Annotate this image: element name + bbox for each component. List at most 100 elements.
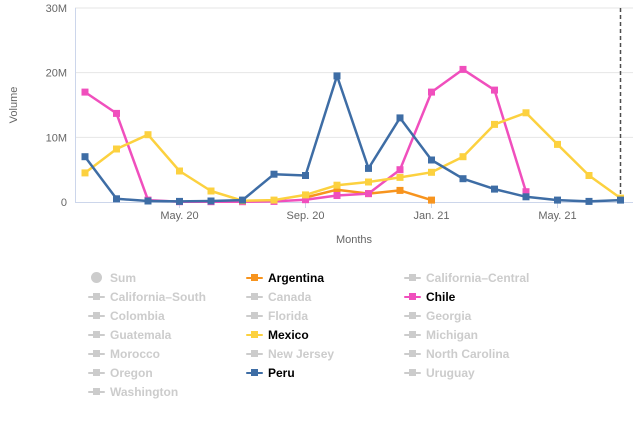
plot-area: May. 20 Sep. 20 Jan. 21 May. 21 0 10M 20M 30M — [46, 3, 633, 222]
data-point-marker — [333, 181, 341, 189]
legend-item-label: Mexico — [268, 327, 309, 342]
legend-item-label: Sum — [110, 270, 137, 285]
series-line-marker-icon — [404, 330, 421, 339]
legend-square-marker — [93, 388, 100, 395]
legend-item-label: California–Central — [426, 270, 530, 285]
legend-item-peru[interactable]: Peru — [246, 363, 404, 382]
legend-item-sum[interactable]: Sum — [88, 268, 246, 287]
data-point-marker — [365, 164, 372, 172]
legend-item-label: Florida — [268, 308, 309, 323]
data-point-marker — [176, 197, 183, 205]
legend-item-chile[interactable]: Chile — [404, 287, 529, 306]
data-point-marker — [239, 196, 246, 204]
legend-item-north-carolina[interactable]: North Carolina — [404, 344, 529, 363]
data-point-marker — [522, 188, 530, 196]
data-point-marker — [365, 190, 372, 198]
legend-item-mexico[interactable]: Mexico — [246, 325, 404, 344]
y-axis-title: Volume — [8, 87, 20, 124]
data-point-marker — [365, 178, 372, 186]
legend-item-uruguay[interactable]: Uruguay — [404, 363, 529, 382]
data-point-marker — [459, 175, 467, 183]
data-point-marker — [81, 153, 89, 161]
legend-item-label: Peru — [268, 365, 295, 380]
legend-square-marker — [251, 350, 258, 357]
data-point-marker — [207, 197, 215, 205]
data-point-marker — [428, 156, 435, 164]
data-point-marker — [459, 153, 467, 161]
data-point-marker — [396, 186, 404, 194]
data-point-marker — [522, 109, 530, 117]
data-point-marker — [113, 145, 120, 153]
legend-item-label: Canada — [268, 289, 312, 304]
legend-item-label: Argentina — [268, 270, 325, 285]
series-line-marker-icon — [88, 349, 105, 358]
legend-column: California–Central Chile Georgia Michigan No… — [404, 268, 529, 401]
y-axis-tick-label: 10M — [46, 132, 67, 144]
data-point-marker — [144, 131, 152, 139]
legend-item-canada[interactable]: Canada — [246, 287, 404, 306]
legend-square-marker — [93, 350, 100, 357]
data-point-marker — [554, 196, 561, 204]
series-peru — [81, 72, 624, 205]
legend-item-label: Oregon — [110, 365, 153, 380]
data-point-marker — [617, 196, 624, 204]
legend-item-new-jersey[interactable]: New Jersey — [246, 344, 404, 363]
legend-square-marker — [409, 331, 416, 338]
legend-square-marker — [93, 312, 100, 319]
legend-item-california-central[interactable]: California–Central — [404, 268, 529, 287]
legend-square-marker — [409, 350, 416, 357]
data-point-marker — [522, 193, 530, 201]
series-line-marker-icon — [88, 387, 105, 396]
legend-item-argentina[interactable]: Argentina — [246, 268, 404, 287]
legend-item-michigan[interactable]: Michigan — [404, 325, 529, 344]
series-line-marker-icon — [246, 311, 263, 320]
legend-item-oregon[interactable]: Oregon — [88, 363, 246, 382]
series-line-marker-icon — [404, 292, 421, 301]
data-point-marker — [81, 169, 89, 177]
series-line-marker-icon — [88, 368, 105, 377]
data-point-marker — [491, 185, 498, 193]
x-axis-tick-label: May. 20 — [160, 210, 198, 222]
x-axis-title: Months — [336, 234, 373, 246]
legend-item-florida[interactable]: Florida — [246, 306, 404, 325]
legend-square-marker — [93, 331, 100, 338]
series-line-mexico — [83, 111, 622, 202]
legend-item-guatemala[interactable]: Guatemala — [88, 325, 246, 344]
legend-item-colombia[interactable]: Colombia — [88, 306, 246, 325]
legend-item-label: Chile — [426, 289, 456, 304]
legend-square-marker — [251, 369, 258, 376]
series-line-marker-icon — [404, 349, 421, 358]
legend-item-california-south[interactable]: California–South — [88, 287, 246, 306]
y-axis-tick-label: 30M — [46, 3, 67, 15]
legend-item-morocco[interactable]: Morocco — [88, 344, 246, 363]
legend-item-label: Washington — [110, 384, 179, 399]
legend-column: Sum California–South Colombia Guatemala Moro… — [88, 268, 246, 401]
legend-square-marker — [409, 312, 416, 319]
legend-square-marker — [251, 312, 258, 319]
data-point-marker — [585, 197, 593, 205]
series-line-marker-icon — [246, 349, 263, 358]
legend-square-marker — [251, 293, 258, 300]
data-point-marker — [396, 166, 404, 174]
series-line-marker-icon — [246, 292, 263, 301]
series-line-marker-icon — [404, 311, 421, 320]
data-point-marker — [428, 168, 435, 176]
data-point-marker — [585, 172, 593, 179]
legend-item-label: Michigan — [426, 327, 479, 342]
series-line-marker-icon — [404, 368, 421, 377]
x-axis-tick-label: Sep. 20 — [287, 210, 325, 222]
data-point-marker — [144, 197, 152, 205]
legend-square-marker — [409, 369, 416, 376]
data-point-marker — [396, 114, 404, 122]
data-point-marker — [333, 186, 341, 194]
data-point-marker — [554, 140, 561, 148]
legend-item-label: Georgia — [426, 308, 472, 323]
legend-item-washington[interactable]: Washington — [88, 382, 246, 401]
legend-item-label: New Jersey — [268, 346, 335, 361]
data-point-marker — [270, 170, 278, 178]
sum-circle-icon — [91, 272, 102, 283]
data-point-marker — [333, 72, 341, 80]
legend-item-georgia[interactable]: Georgia — [404, 306, 529, 325]
series-line-marker-icon — [88, 311, 105, 320]
